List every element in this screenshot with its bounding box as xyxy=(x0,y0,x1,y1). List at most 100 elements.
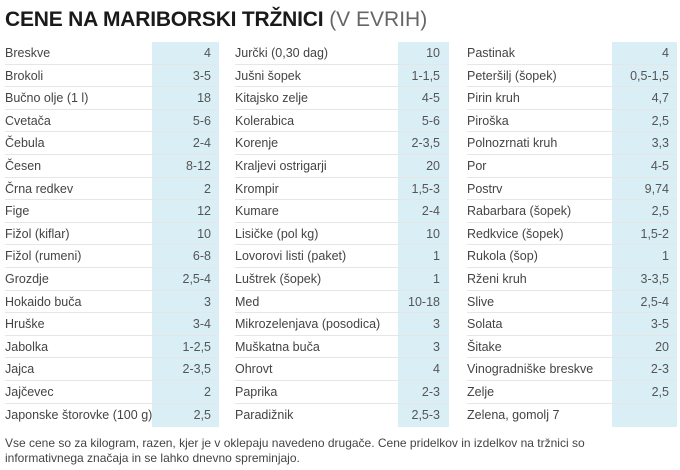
product-price: 2 xyxy=(204,181,211,196)
product-name: Fižol (rumeni) xyxy=(5,249,82,264)
table-row: Fige 12 xyxy=(5,200,219,223)
table-row: Kraljevi ostrigarji 20 xyxy=(235,155,449,178)
product-name: Zelena, gomolj 7 xyxy=(467,407,560,422)
product-price: 0,5-1,5 xyxy=(630,68,669,83)
title-main: CENE NA MARIBORSKI TRŽNICI xyxy=(5,8,324,31)
product-name: Jurčki (0,30 dag) xyxy=(235,46,329,60)
product-name: Paprika xyxy=(235,384,278,399)
product-price: 3-4 xyxy=(192,317,211,332)
product-price: 3,3 xyxy=(651,136,669,151)
table-row: Rženi kruh 3-3,5 xyxy=(467,268,677,291)
product-price: 2,5 xyxy=(651,113,669,128)
table-row: Jajca 2-3,5 xyxy=(5,358,219,381)
product-name: Hruške xyxy=(5,317,45,332)
table-row: Kolerabica 5-6 xyxy=(235,110,449,133)
product-name: Čebula xyxy=(5,136,45,151)
table-row: Fižol (rumeni) 6-8 xyxy=(5,245,219,268)
product-price: 4 xyxy=(433,362,440,377)
page-title: CENE NA MARIBORSKI TRŽNICI (V EVRIH) xyxy=(5,7,427,33)
product-name: Solata xyxy=(467,317,503,332)
product-name: Luštrek (šopek) xyxy=(235,271,322,286)
product-name: Rženi kruh xyxy=(467,271,527,286)
product-price: 8-12 xyxy=(185,158,211,173)
product-price: 2,5-4 xyxy=(182,271,212,286)
table-row: Zelje 2,5 xyxy=(467,381,677,404)
product-name: Kolerabica xyxy=(235,113,295,128)
table-row: Breskve 4 xyxy=(5,42,219,65)
table-row: Rukola (šop) 1 xyxy=(467,245,677,268)
product-name: Rabarbara (šopek) xyxy=(467,204,572,219)
product-price: 2,5 xyxy=(193,407,211,422)
title-unit: (V EVRIH) xyxy=(323,8,428,31)
table-row: Piroška 2,5 xyxy=(467,110,677,133)
product-price: 2-4 xyxy=(421,204,440,219)
product-price: 1 xyxy=(433,249,440,264)
product-name: Rukola (šop) xyxy=(467,249,538,264)
product-price: 3 xyxy=(204,294,211,309)
table-row: Ohrovt 4 xyxy=(235,358,449,381)
product-name: Breskve xyxy=(5,46,51,60)
table-row: Lovorovi listi (paket) 1 xyxy=(235,245,449,268)
product-price: 3-5 xyxy=(650,317,669,332)
product-name: Fige xyxy=(5,204,30,219)
table-row: Hruške 3-4 xyxy=(5,313,219,336)
table-row: Šitake 20 xyxy=(467,336,677,359)
table-row: Mikrozelenjava (posodica) 3 xyxy=(235,313,449,336)
table-row: Redkvice (šopek) 1,5-2 xyxy=(467,223,677,246)
product-price: 3-3,5 xyxy=(640,271,670,286)
price-band xyxy=(612,42,677,427)
product-name: Jušni šopek xyxy=(235,68,302,83)
table-row: Polnozrnati kruh 3,3 xyxy=(467,132,677,155)
product-price: 2-3 xyxy=(650,362,669,377)
product-name: Pirin kruh xyxy=(467,91,520,106)
product-price: 1-1,5 xyxy=(411,68,441,83)
table-row: Česen 8-12 xyxy=(5,155,219,178)
table-row: Kitajsko zelje 4-5 xyxy=(235,87,449,110)
table-row: Grozdje 2,5-4 xyxy=(5,268,219,291)
table-row: Peteršilj (šopek) 0,5-1,5 xyxy=(467,65,677,88)
product-name: Kraljevi ostrigarji xyxy=(235,158,327,173)
product-price: 5-6 xyxy=(421,113,440,128)
product-price: 10 xyxy=(426,226,440,241)
table-row: Jurčki (0,30 dag) 10 xyxy=(235,42,449,65)
product-name: Cvetača xyxy=(5,113,51,128)
price-column-2: Jurčki (0,30 dag) 10 Jušni šopek 1-1,5 Kitaj… xyxy=(235,42,449,427)
product-price: 20 xyxy=(426,158,440,173)
product-price: 9,74 xyxy=(644,181,669,196)
product-price: 10 xyxy=(197,226,211,241)
product-price: 2,5-3 xyxy=(411,407,441,422)
price-column-3: Pastinak 4 Peteršilj (šopek) 0,5-1,5 Pirin k… xyxy=(467,42,677,427)
product-name: Med xyxy=(235,294,260,309)
table-row: Kumare 2-4 xyxy=(235,200,449,223)
product-name: Jajčevec xyxy=(5,384,54,399)
product-price: 10-18 xyxy=(408,294,440,309)
table-row: Fižol (kiflar) 10 xyxy=(5,223,219,246)
product-name: Pastinak xyxy=(467,46,515,60)
table-row: Jajčevec 2 xyxy=(5,381,219,404)
table-row: Muškatna buča 3 xyxy=(235,336,449,359)
product-name: Kitajsko zelje xyxy=(235,91,308,106)
table-row: Črna redkev 2 xyxy=(5,178,219,201)
product-name: Vinogradniške breskve xyxy=(467,362,594,377)
table-row: Cvetača 5-6 xyxy=(5,110,219,133)
product-name: Jajca xyxy=(5,362,35,377)
product-name: Grozdje xyxy=(5,271,49,286)
table-row: Lisičke (pol kg) 10 xyxy=(235,223,449,246)
table-row: Med 10-18 xyxy=(235,291,449,314)
table-row: Japonske štorovke (100 g) 2,5 xyxy=(5,404,219,427)
product-name: Piroška xyxy=(467,113,509,128)
product-name: Fižol (kiflar) xyxy=(5,226,70,241)
product-name: Japonske štorovke (100 g) xyxy=(5,407,153,422)
table-row: Postrv 9,74 xyxy=(467,178,677,201)
product-name: Mikrozelenjava (posodica) xyxy=(235,317,381,332)
product-price: 1-2,5 xyxy=(182,339,212,354)
product-name: Slive xyxy=(467,294,495,309)
footnote: Vse cene so za kilogram, razen, kjer je … xyxy=(5,436,585,465)
table-row: Pirin kruh 4,7 xyxy=(467,87,677,110)
product-name: Bučno olje (1 l) xyxy=(5,91,89,106)
product-name: Jabolka xyxy=(5,339,49,354)
product-price: 4-5 xyxy=(421,91,440,106)
product-price: 2,5 xyxy=(651,204,669,219)
table-row: Slive 2,5-4 xyxy=(467,291,677,314)
product-name: Črna redkev xyxy=(5,181,74,196)
